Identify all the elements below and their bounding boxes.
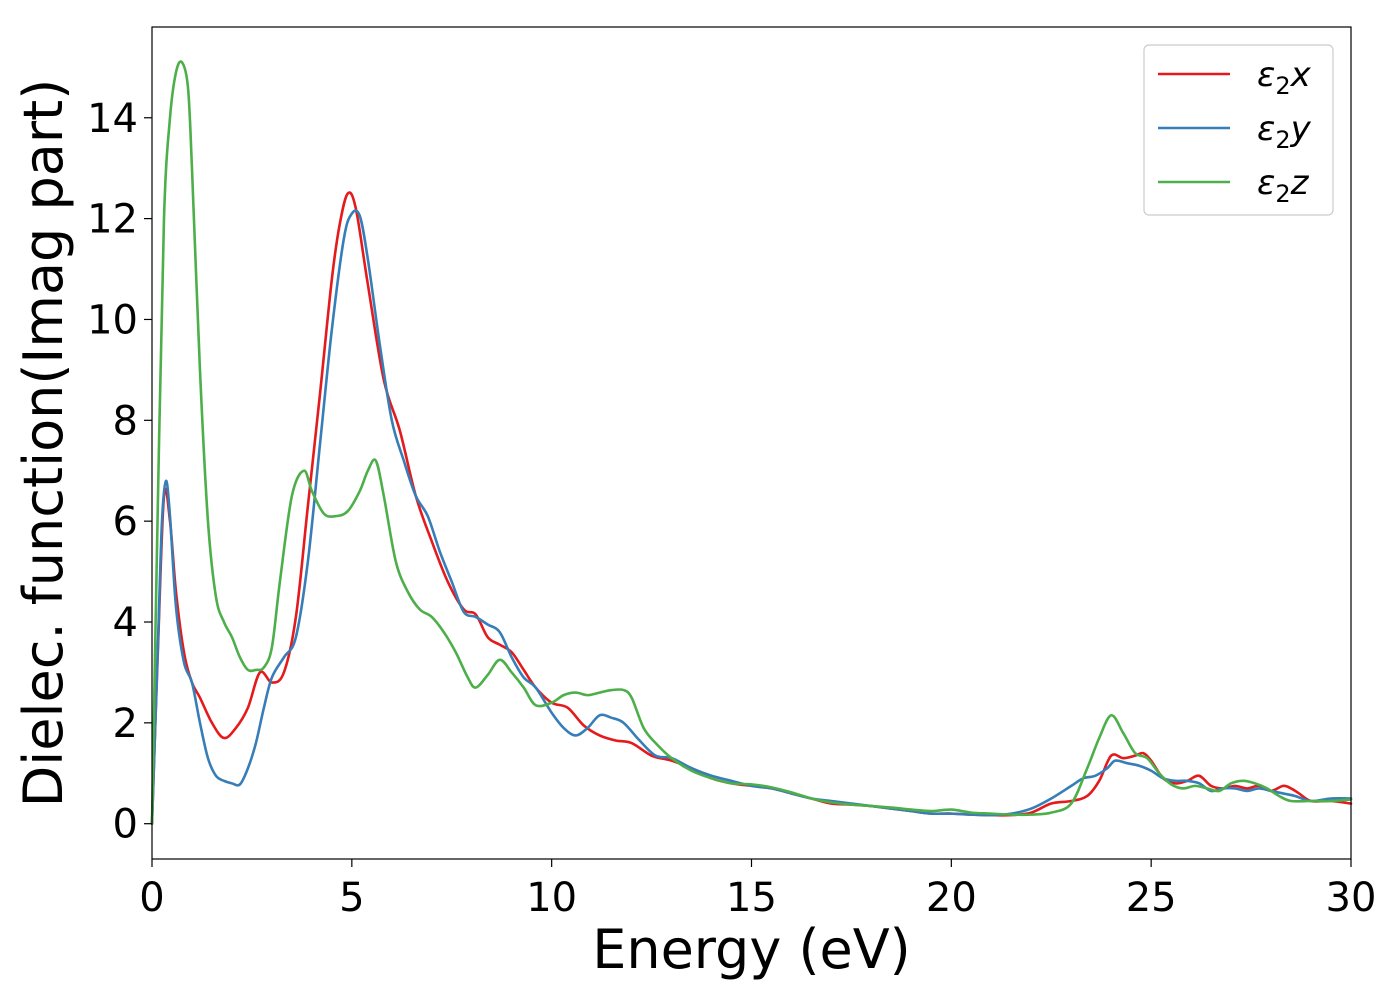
x-tick-label: 5 [339, 875, 364, 921]
y-tick-label: 8 [113, 398, 138, 444]
y-axis-title: Dielec. function(Imag part) [12, 79, 75, 808]
y-tick-label: 0 [113, 802, 138, 848]
x-tick-label: 15 [726, 875, 777, 921]
legend-label-x: ε2x [1257, 55, 1312, 100]
series-layer [150, 60, 1353, 825]
x-tick-label: 0 [139, 875, 164, 921]
legend-label-y: ε2y [1257, 109, 1312, 154]
legend: ε2x ε2y ε2z [1143, 44, 1334, 216]
y-tick-label: 6 [113, 499, 138, 545]
y-axis-ticks: 0 2 4 6 8 10 12 14 [87, 96, 152, 848]
x-tick-label: 10 [526, 875, 577, 921]
y-tick-label: 2 [113, 701, 138, 747]
x-tick-label: 30 [1326, 875, 1377, 921]
x-tick-label: 20 [926, 875, 977, 921]
y-tick-label: 4 [113, 600, 138, 646]
series-line-y [150, 209, 1353, 825]
x-axis-ticks: 0 5 10 15 20 25 30 [139, 859, 1376, 921]
legend-label-z: ε2z [1257, 163, 1310, 208]
y-tick-label: 14 [87, 96, 138, 142]
y-tick-label: 12 [87, 197, 138, 243]
legend-box [1143, 44, 1334, 216]
y-tick-label: 10 [87, 297, 138, 343]
x-tick-label: 25 [1126, 875, 1177, 921]
series-line-z [150, 60, 1353, 825]
x-axis-title: Energy (eV) [592, 918, 911, 981]
